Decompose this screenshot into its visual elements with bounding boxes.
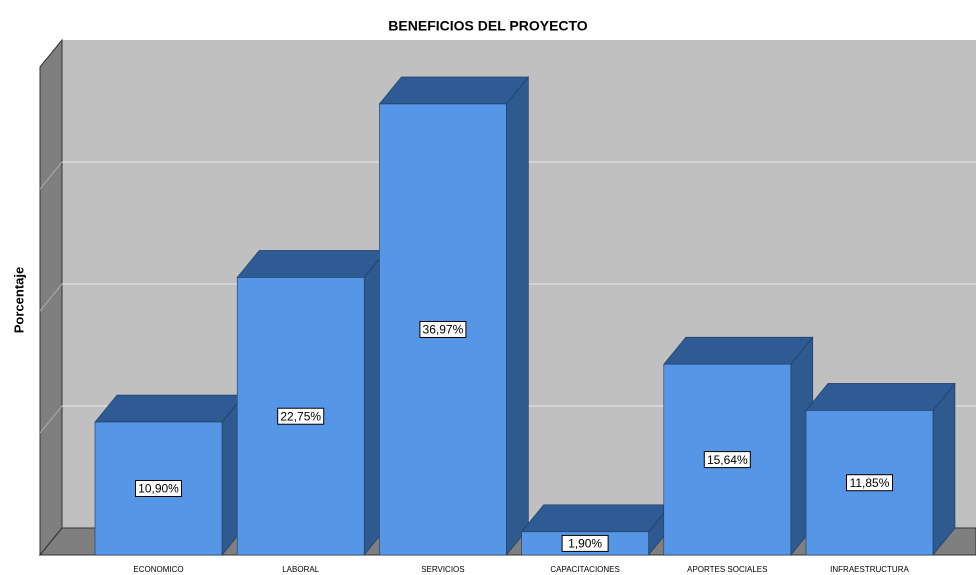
bar-top	[94, 394, 245, 423]
bar-top	[805, 383, 956, 411]
value-label: 15,64%	[707, 453, 748, 467]
value-label-box	[846, 474, 893, 492]
value-label-box	[135, 480, 182, 498]
value-label-box	[561, 534, 609, 552]
x-tick-label: CAPACITACIONES	[550, 565, 620, 574]
x-tick-label: APORTES SOCIALES	[687, 565, 767, 574]
value-label: 22,75%	[280, 409, 321, 423]
x-tick-label: ECONOMICO	[133, 565, 183, 574]
bar-top	[663, 336, 814, 365]
value-label: 11,85%	[850, 476, 890, 490]
bar-side	[932, 382, 956, 556]
bar-top	[378, 76, 530, 105]
grid-line	[39, 161, 63, 190]
bar	[378, 76, 530, 556]
x-tick-label: SERVICIOS	[421, 565, 464, 574]
value-label-box	[703, 451, 751, 469]
grid-line	[39, 283, 63, 312]
grid-line	[39, 405, 63, 434]
bar-top	[520, 504, 672, 533]
value-label: 1,90%	[568, 537, 602, 551]
value-label: 10,90%	[138, 482, 179, 496]
x-tick-label: INFRAESTRUCTURA	[830, 565, 909, 574]
value-label-box	[277, 407, 325, 425]
bar	[663, 336, 814, 556]
bar-top	[236, 250, 387, 278]
bar	[236, 249, 387, 556]
value-label-box	[419, 320, 467, 338]
x-tick-label: LABORAL	[282, 565, 319, 574]
bar	[94, 394, 245, 556]
y-axis-label: Porcentaje	[11, 267, 26, 333]
bar	[805, 382, 956, 556]
value-label: 36,97%	[423, 323, 464, 337]
bar-side	[506, 76, 529, 556]
chart-title: BENEFICIOS DEL PROYECTO	[388, 18, 588, 34]
